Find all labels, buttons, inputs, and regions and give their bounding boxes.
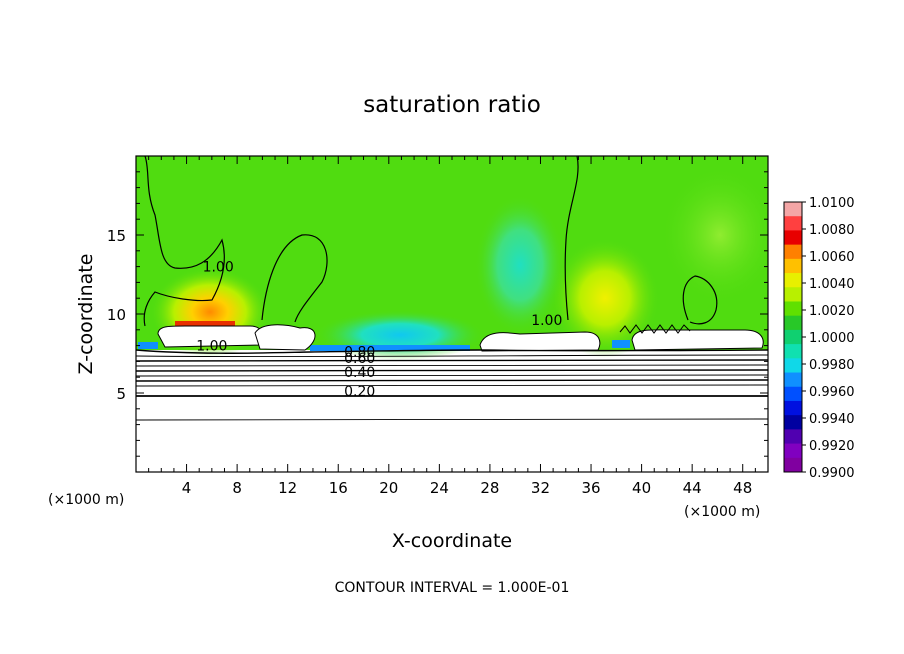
contour-label: 0.40 [344,365,375,381]
y-axis-label: Z-coordinate [75,254,97,375]
colorbar-label: 1.0040 [809,277,855,292]
contour-label: 0.20 [344,384,375,400]
colorbar-swatch [784,372,802,388]
colorbar-swatch [784,344,802,359]
red-band [175,321,235,326]
colorbar: 1.0100 1.0080 1.0060 1.0040 1.0020 1.0000 0.99… [783,196,855,481]
colorbar-label: 0.9900 [809,466,855,481]
y-unit-label: (×1000 m) [48,492,124,508]
colorbar-label: 1.0080 [809,223,855,238]
blue-strip-mid [612,340,630,348]
colorbar-swatch [784,358,802,374]
contour-0-3 [136,384,768,387]
x-tick-label: 24 [430,479,449,497]
x-tick-label: 32 [531,479,550,497]
colorbar-label: 1.0060 [809,250,855,265]
contour-interval-note: CONTOUR INTERVAL = 1.000E-01 [335,580,570,596]
x-tick-label: 44 [683,479,702,497]
colorbar-swatch [784,216,802,231]
contour-0-5 [136,374,768,377]
contour-0-6 [136,369,768,372]
colorbar-label: 0.9920 [809,439,855,454]
colorbar-swatch [784,315,802,331]
x-axis-label: X-coordinate [392,530,512,552]
colorbar-swatch [784,386,802,402]
x-tick-label: 8 [232,479,242,497]
contour-0-8 [136,359,768,362]
colorbar-label: 0.9980 [809,358,855,373]
contour-1-right [564,156,579,321]
x-tick-label: 20 [379,479,398,497]
plot-area [136,156,768,472]
contour-label: 0.60 [344,351,375,367]
blue-strip [310,345,470,351]
contour-1-plume [261,234,328,323]
contour-label: 1.00 [531,313,562,329]
x-tick-label: 4 [182,479,192,497]
colorbar-swatch [784,329,802,345]
colorbar-swatch [784,202,802,217]
colorbar-swatch [784,443,802,459]
colorbar-swatch [784,301,802,317]
colorbar-swatch [784,429,802,445]
warm-anomaly-right [550,238,660,358]
colorbar-swatch [784,415,802,430]
contour-label: 1.00 [196,338,227,354]
y-tick-label: 5 [116,385,126,403]
y-tick-label: 10 [107,306,126,324]
colorbar-swatch [784,287,802,302]
colorbar-label: 0.9940 [809,412,855,427]
contour-0-7 [136,364,768,367]
cloud-patch-3 [479,331,601,352]
contour-label: 1.00 [203,259,234,275]
colorbar-swatch [784,244,802,260]
x-tick-label: 48 [733,479,752,497]
contour-0-2 [136,394,768,398]
chart-title: saturation ratio [363,92,541,118]
contour-1-small [682,275,718,325]
x-tick-label: 28 [480,479,499,497]
x-tick-label: 36 [581,479,600,497]
x-tick-label: 12 [278,479,297,497]
x-tick-label: 40 [632,479,651,497]
blue-strip-left [138,342,158,349]
contour-0-9 [136,354,768,358]
y-tick-label: 15 [107,227,126,245]
cloud-patch-2 [254,324,316,351]
colorbar-swatch [784,258,802,274]
contour-label: 0.80 [344,345,375,361]
colorbar-label: 0.9960 [809,385,855,400]
contour-0-4 [136,379,768,382]
x-unit-label: (×1000 m) [684,504,760,520]
x-tick-label: 16 [329,479,348,497]
x-axis: 4 8 12 16 20 24 28 32 36 40 44 48 [148,156,756,497]
colorbar-swatch [784,457,802,473]
contour-labels: 1.00 1.00 1.00 0.800.600.40 0.20 [196,259,562,400]
colorbar-label: 1.0000 [809,331,855,346]
light-anomaly-right [660,165,768,305]
colorbar-swatch [784,400,802,416]
cool-anomaly-center [475,195,565,335]
y-axis: 5 10 15 [107,171,768,457]
colorbar-swatch [784,273,802,288]
contour-1-zigzag [619,324,691,334]
contour-1-left [143,156,225,327]
cool-anomaly-bottom [315,310,485,360]
colorbar-swatch [784,230,802,246]
colorbar-label: 1.0020 [809,304,855,319]
colorbar-label: 1.0100 [809,196,855,211]
contour-1-base [136,349,768,354]
cloud-patch-4 [631,329,764,351]
